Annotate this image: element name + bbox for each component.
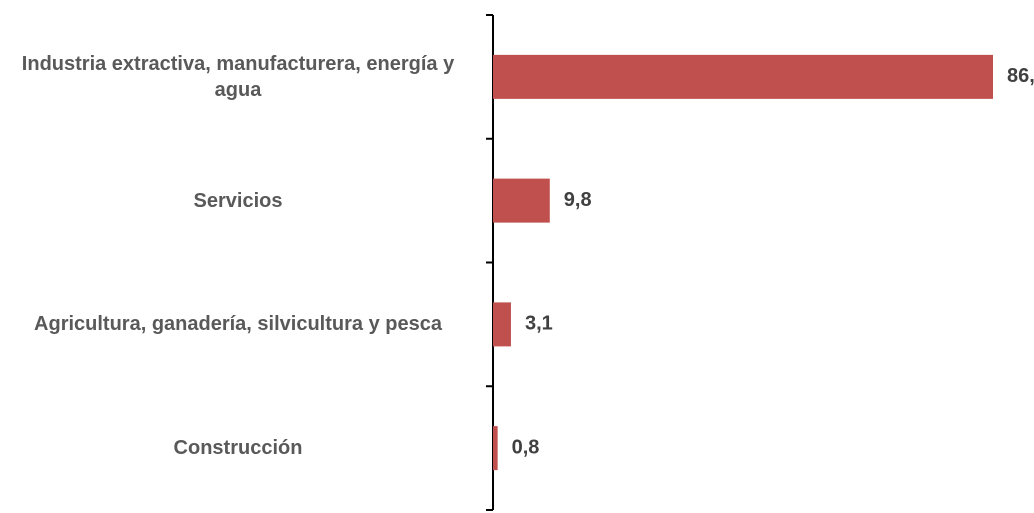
bar xyxy=(493,54,993,99)
bar xyxy=(493,302,511,347)
category-label: Agricultura, ganadería, silvicultura y p… xyxy=(34,313,442,336)
bar xyxy=(493,178,550,223)
category-label: Servicios xyxy=(193,189,283,212)
value-label: 0,8 xyxy=(512,436,540,458)
value-label: 86,3 xyxy=(1007,65,1034,87)
value-label: 9,8 xyxy=(564,189,592,211)
value-label: 3,1 xyxy=(525,313,553,335)
category-label: Construcción xyxy=(173,437,303,460)
bar xyxy=(493,426,498,471)
category-label: Industria extractiva, manufacturera, ene… xyxy=(21,52,455,101)
